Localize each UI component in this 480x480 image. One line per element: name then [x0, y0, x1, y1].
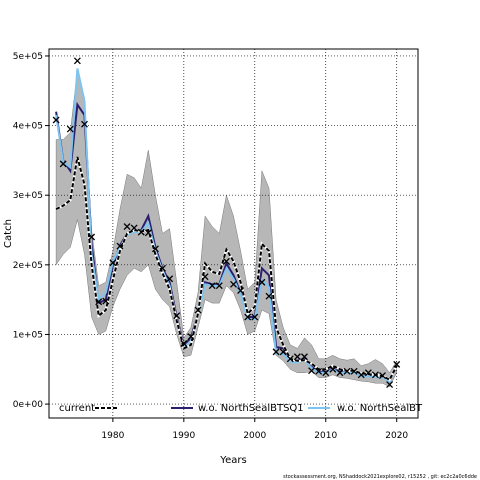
observed-point — [379, 372, 386, 379]
observed-point — [308, 367, 316, 375]
observed-point — [357, 371, 365, 379]
observed-point — [180, 340, 188, 347]
observed-point — [222, 257, 230, 265]
observed-point — [73, 57, 81, 65]
observed-points-layer — [52, 57, 401, 389]
observed-point — [293, 353, 301, 361]
observed-point — [109, 259, 117, 267]
observed-point — [151, 245, 159, 253]
observed-point — [279, 348, 287, 356]
observed-point — [286, 355, 294, 363]
x-tick-label: 1980 — [101, 431, 124, 441]
observed-point — [343, 367, 351, 375]
legend-label-current: current — [59, 403, 95, 414]
observed-point — [130, 224, 138, 232]
plot-frame — [48, 48, 419, 419]
observed-point — [393, 360, 401, 368]
observed-point — [315, 367, 323, 375]
observed-point — [272, 348, 280, 356]
series-line-current — [55, 156, 398, 382]
observed-point — [301, 353, 308, 361]
observed-point — [166, 275, 174, 283]
observed-point — [88, 233, 96, 241]
observed-point — [336, 369, 344, 377]
observed-point — [265, 292, 273, 300]
legend-label-northsealbtsq1: w.o. NorthSealBTSQ1 — [198, 403, 304, 414]
observed-point — [194, 306, 202, 314]
observed-point — [102, 297, 110, 305]
observed-point — [95, 298, 103, 306]
observed-point — [322, 369, 330, 377]
x-tick-label: 2010 — [314, 431, 337, 441]
x-axis-title: Years — [219, 455, 246, 466]
footer-note: stockassessment.org, NShaddock2021explor… — [283, 474, 477, 480]
observed-point — [159, 264, 166, 272]
y-axis-title: Catch — [3, 219, 14, 248]
y-tick-label: 3e+05 — [13, 191, 43, 201]
observed-point — [66, 125, 74, 133]
x-tick-label: 2020 — [385, 431, 408, 441]
observed-point — [208, 282, 216, 290]
y-tick-label: 0e+00 — [13, 400, 44, 410]
observed-point — [52, 116, 60, 124]
observed-point — [173, 312, 181, 320]
legend-label-northsealbt: w.o. NorthSealBT — [337, 403, 423, 414]
observed-point — [386, 381, 394, 389]
observed-point — [123, 223, 131, 230]
observed-point — [237, 287, 245, 295]
x-tick-label: 1990 — [172, 431, 195, 441]
confidence-band-layer — [55, 69, 397, 388]
observed-point — [329, 365, 337, 373]
y-tick-label: 4e+05 — [13, 122, 43, 132]
legend: current w.o. NorthSealBTSQ1 w.o. NorthSeal… — [59, 403, 423, 414]
observed-point — [116, 242, 124, 250]
y-tick-label: 2e+05 — [13, 261, 43, 271]
observed-point — [244, 313, 252, 321]
observed-point — [59, 160, 67, 168]
observed-point — [251, 313, 259, 321]
observed-point — [258, 278, 266, 286]
observed-point — [144, 229, 152, 237]
observed-point — [350, 367, 358, 375]
observed-point — [137, 228, 145, 236]
observed-point — [371, 371, 379, 379]
observed-point — [187, 333, 195, 341]
confidence-band — [55, 69, 397, 388]
observed-point — [230, 280, 237, 288]
axes-layer: 1980 1990 2000 2010 2020 0e+00 1e+05 2e+05 3e+05… — [13, 52, 409, 441]
observed-point — [364, 369, 372, 377]
y-tick-label: 1e+05 — [13, 330, 43, 340]
observed-point — [215, 282, 223, 290]
observed-point — [81, 120, 88, 128]
x-tick-label: 2000 — [243, 431, 266, 441]
y-tick-label: 5e+05 — [13, 52, 43, 62]
observed-point — [201, 273, 209, 281]
